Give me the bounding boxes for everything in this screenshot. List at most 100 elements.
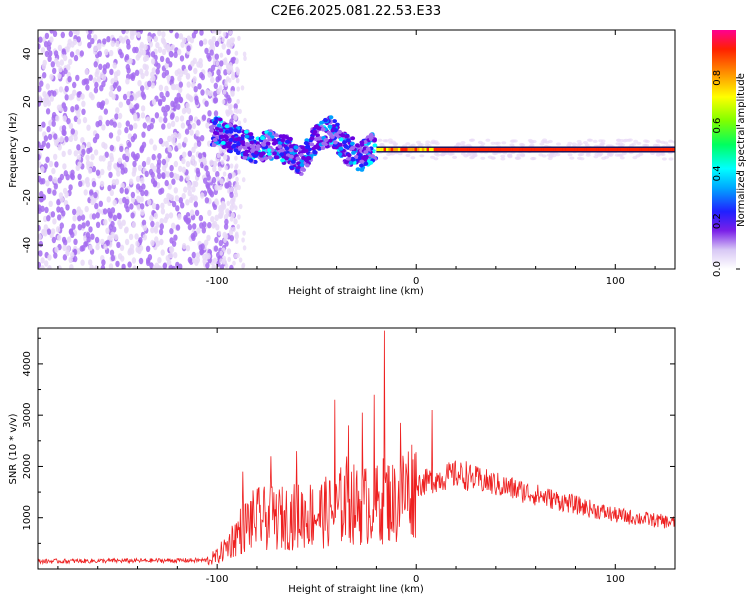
spectrogram-cell — [214, 53, 219, 60]
y-tick-label: 1000 — [22, 505, 33, 530]
spectrogram-line-cell — [448, 147, 451, 152]
spectrogram-cell — [70, 173, 76, 181]
spectrogram-line-cell — [409, 147, 413, 152]
spectrogram-line-cell — [526, 147, 530, 152]
spectrogram-line-cell — [560, 147, 563, 152]
spectrogram-cell — [160, 208, 166, 215]
spectrogram-cell — [204, 100, 209, 107]
spectrogram-cell — [151, 153, 156, 161]
spectrogram-line-cell — [648, 147, 652, 152]
spectrogram-cell — [223, 237, 227, 243]
spectrogram-cell — [108, 171, 113, 179]
spectrogram-cell — [132, 153, 137, 161]
spectrogram-cell — [226, 67, 231, 75]
spectrogram-cell — [232, 172, 236, 178]
spectrogram-line-cell — [440, 147, 444, 152]
spectrogram-cell — [104, 151, 109, 158]
spectrogram-cell — [343, 144, 349, 149]
spectrogram-cell — [531, 156, 537, 161]
spectrogram-cell — [93, 61, 98, 68]
spectrogram-cell — [128, 57, 133, 65]
spectrogram-cell — [149, 214, 154, 222]
spectrogram-cell — [170, 100, 175, 108]
spectrogram-cell — [207, 71, 212, 78]
spectrogram-cell — [363, 150, 369, 155]
spectrogram-cell — [95, 243, 100, 251]
spectrogram-cell — [39, 80, 44, 87]
spectrogram-cell — [73, 238, 78, 245]
y-tick-label: -40 — [22, 237, 33, 253]
spectrogram-cell — [217, 30, 222, 35]
spectrogram-cell — [312, 149, 317, 154]
spectrogram-cell — [148, 168, 154, 176]
spectrogram-cell — [195, 252, 201, 259]
spectrogram-cell — [365, 147, 371, 152]
spectrogram-line-cell — [488, 147, 492, 152]
spectrogram-cell — [146, 257, 151, 264]
spectrogram-line-cell — [402, 147, 406, 152]
spectrogram-cell — [405, 153, 411, 157]
spectrogram-cell — [187, 123, 192, 130]
spectrogram-panel: -100 0 100 -40 -20 0 20 40 Height of straight l… — [8, 29, 676, 297]
spectrogram-cell — [121, 263, 126, 269]
spectrogram-cell — [314, 145, 320, 150]
spectrogram-cell — [109, 249, 115, 256]
spectrogram-cell — [110, 220, 115, 228]
spectrogram-cell — [141, 131, 146, 138]
y-tick-label: 4000 — [22, 351, 33, 376]
spectrogram-cell — [382, 156, 388, 160]
spectrogram-cell — [242, 155, 248, 160]
spectrogram-line-cell — [598, 147, 602, 152]
spectrogram-cell — [207, 209, 212, 217]
spectrogram-cell — [170, 120, 176, 128]
spectrogram-cell — [200, 192, 205, 199]
colorbar-tick-label: 0.6 — [712, 118, 723, 134]
spectrogram-cell — [65, 204, 70, 211]
spectrogram-line-cell — [572, 147, 575, 152]
spectrogram-cell — [56, 199, 61, 206]
spectrogram-cell — [49, 36, 54, 43]
spectrogram-cell — [181, 243, 187, 250]
spectrogram-cell — [147, 80, 152, 88]
spectrogram-cell — [119, 187, 124, 194]
spectrogram-cell — [598, 152, 604, 156]
spectrogram-cell — [242, 152, 248, 157]
spectrogram-cell — [315, 133, 320, 138]
snr-ylabel: SNR (10 * v/v) — [8, 413, 19, 484]
spectrogram-cell — [140, 203, 145, 210]
spectrogram-line-cell — [529, 147, 532, 152]
spectrogram-cell — [202, 258, 207, 265]
spectrogram-line-cell — [548, 147, 551, 152]
spectrogram-cell — [161, 31, 166, 38]
spectrogram-cell — [159, 187, 165, 194]
spectrogram-line-cell — [429, 147, 432, 152]
spectrogram-cell — [237, 146, 243, 150]
spectrogram-cell — [98, 63, 103, 70]
spectrogram-line-cell — [665, 147, 668, 152]
spectrogram-cell — [469, 156, 475, 160]
spectrogram-cell — [158, 116, 163, 123]
spectrogram-cell — [156, 167, 161, 174]
spectrogram-cell — [75, 74, 80, 82]
spectrogram-cell — [152, 165, 157, 172]
spectrogram-cell — [227, 256, 231, 262]
spectrogram-cell — [95, 133, 100, 140]
spectrogram-cell — [244, 134, 250, 139]
spectrogram-cell — [117, 253, 123, 260]
spectrogram-cell — [320, 127, 326, 132]
spectrogram-cell — [99, 85, 104, 92]
spectrogram-cell — [51, 167, 56, 175]
spectrogram-cell — [124, 238, 130, 246]
spectrogram-cell — [178, 96, 183, 103]
spectrogram-cell — [159, 218, 164, 225]
spectrogram-cell — [187, 256, 193, 264]
spectrogram-cell — [205, 89, 210, 96]
spectrogram-cell — [218, 208, 222, 214]
spectrogram-cell — [410, 156, 416, 160]
spectrogram-cell — [235, 238, 239, 244]
spectrogram-cell — [107, 184, 112, 192]
spectrogram-cell — [51, 120, 56, 127]
spectrogram-cell — [110, 254, 116, 262]
spectrogram-cell — [182, 151, 187, 158]
spectrogram-cell — [145, 116, 151, 123]
